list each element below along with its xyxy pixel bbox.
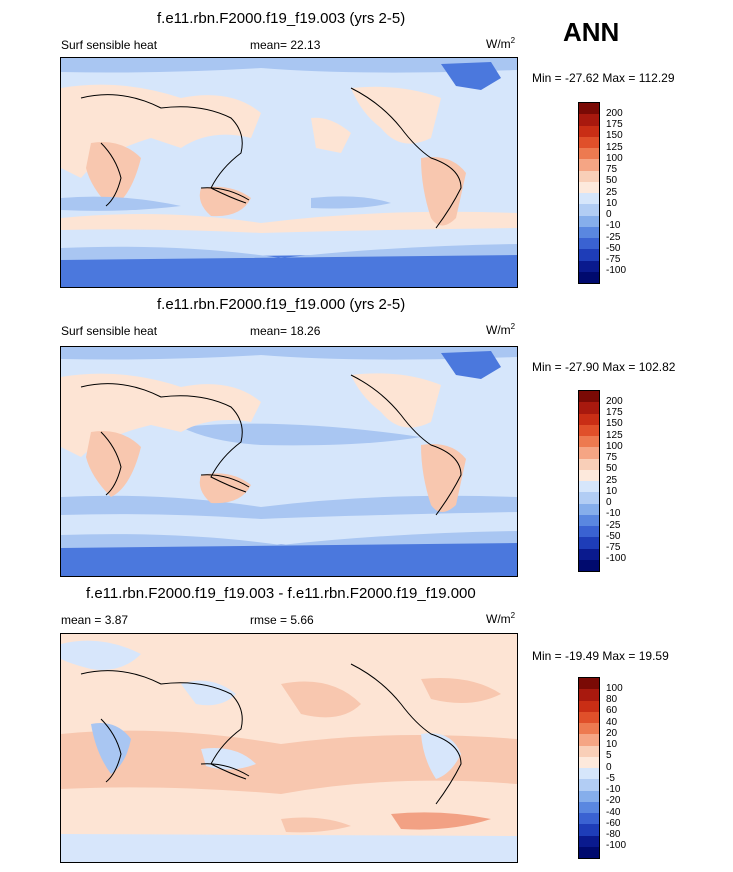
colorbar-tick: 60 [606, 705, 618, 716]
colorbar-tick: 0 [606, 209, 612, 220]
panel-1-title: f.e11.rbn.F2000.f19_f19.003 (yrs 2-5) [157, 10, 406, 27]
colorbar-tick: 100 [606, 153, 623, 164]
panel-3-mean-label: mean = 3.87 [61, 613, 129, 627]
colorbar-tick: 200 [606, 396, 623, 407]
colorbar-tick: 125 [606, 430, 623, 441]
colorbar-tick: 25 [606, 187, 618, 198]
colorbar-tick: 20 [606, 728, 618, 739]
colorbar-tick: -75 [606, 542, 621, 553]
panel-1-colorbar [578, 102, 600, 284]
colorbar-tick: -80 [606, 829, 621, 840]
colorbar-tick: 40 [606, 717, 618, 728]
colorbar-tick: -20 [606, 795, 621, 806]
colorbar-tick: -25 [606, 520, 621, 531]
colorbar-tick: 75 [606, 452, 618, 463]
panel-1-units: W/m2 [486, 36, 516, 51]
colorbar-tick: 100 [606, 441, 623, 452]
colorbar-tick: -10 [606, 508, 621, 519]
colorbar-tick: 100 [606, 683, 623, 694]
colorbar-tick: 75 [606, 164, 618, 175]
colorbar-tick: -10 [606, 784, 621, 795]
colorbar-tick: 50 [606, 175, 618, 186]
panel-2-map [60, 346, 518, 577]
colorbar-tick: 10 [606, 486, 618, 497]
panel-2-colorbar [578, 390, 600, 572]
colorbar-tick: 175 [606, 407, 623, 418]
colorbar-tick: -40 [606, 807, 621, 818]
panel-1-minmax: Min = -27.62 Max = 112.29 [532, 71, 675, 85]
panel-2-minmax: Min = -27.90 Max = 102.82 [532, 360, 676, 374]
panel-2-mean-label: mean= 18.26 [250, 324, 321, 338]
panel-1-map [60, 57, 518, 288]
colorbar-tick: -10 [606, 220, 621, 231]
colorbar-tick: -60 [606, 818, 621, 829]
colorbar-tick: 150 [606, 130, 623, 141]
colorbar-tick: 10 [606, 739, 618, 750]
colorbar-tick: -100 [606, 553, 627, 564]
panel-2-variable-label: Surf sensible heat [61, 324, 158, 338]
colorbar-tick: -25 [606, 232, 621, 243]
colorbar-tick: 0 [606, 497, 612, 508]
panel-3-title: f.e11.rbn.F2000.f19_f19.003 - f.e11.rbn.… [86, 585, 476, 602]
colorbar-tick: 0 [606, 762, 612, 773]
colorbar-tick: 50 [606, 463, 618, 474]
colorbar-tick: 25 [606, 475, 618, 486]
colorbar-tick: -5 [606, 773, 615, 784]
colorbar-tick: 150 [606, 418, 623, 429]
panel-2-title: f.e11.rbn.F2000.f19_f19.000 (yrs 2-5) [157, 296, 406, 313]
panel-1-mean-label: mean= 22.13 [250, 38, 321, 52]
panel-3-minmax: Min = -19.49 Max = 19.59 [532, 649, 669, 663]
panel-2-units: W/m2 [486, 322, 516, 337]
colorbar-tick: 125 [606, 142, 623, 153]
colorbar-tick: -100 [606, 840, 627, 851]
panel-3-colorbar [578, 677, 600, 859]
colorbar-tick: -50 [606, 531, 621, 542]
panel-3-rmse-label: rmse = 5.66 [250, 613, 314, 627]
colorbar-tick: 200 [606, 108, 623, 119]
colorbar-tick: 10 [606, 198, 618, 209]
colorbar-tick: 175 [606, 119, 623, 130]
colorbar-tick: 5 [606, 750, 612, 761]
season-title: ANN [563, 17, 620, 47]
colorbar-tick: -50 [606, 243, 621, 254]
colorbar-tick: -75 [606, 254, 621, 265]
panel-1-variable-label: Surf sensible heat [61, 38, 158, 52]
panel-3-units: W/m2 [486, 611, 516, 626]
colorbar-tick: -100 [606, 265, 627, 276]
colorbar-tick: 80 [606, 694, 618, 705]
panel-3-map [60, 633, 518, 863]
